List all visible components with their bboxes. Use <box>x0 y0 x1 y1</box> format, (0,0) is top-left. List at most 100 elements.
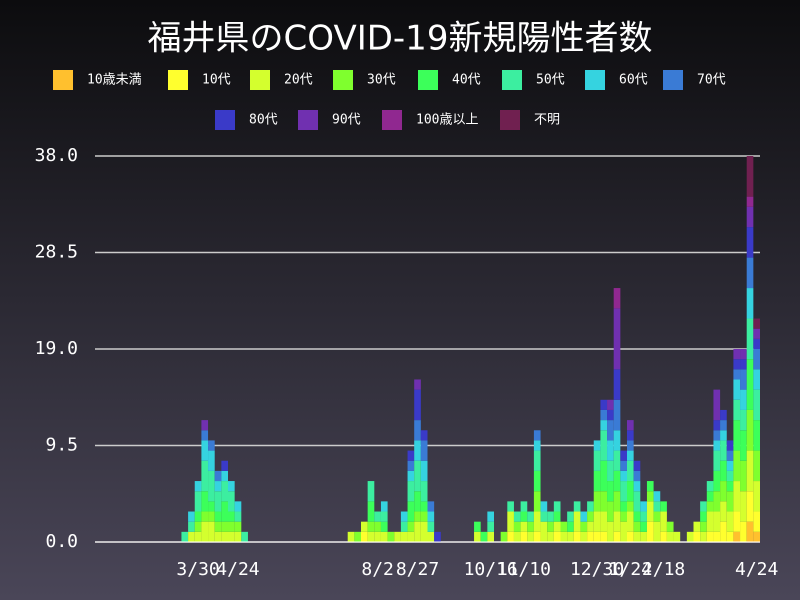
bar-segment <box>746 450 754 492</box>
bar-segment <box>726 481 734 492</box>
bar-segment <box>181 531 189 542</box>
bar-segment <box>613 511 621 532</box>
bar-segment <box>427 531 435 542</box>
bar-segment <box>374 531 381 542</box>
bar-segment <box>553 501 561 512</box>
bar-segment <box>607 501 614 522</box>
bar-segment <box>746 521 754 542</box>
bar-segment <box>587 531 594 542</box>
bar-segment <box>746 196 754 207</box>
bar-segment <box>613 308 621 370</box>
legend-swatch <box>663 70 683 90</box>
bar-segment <box>593 450 601 471</box>
bar-segment <box>627 420 634 431</box>
bar-segment <box>567 521 574 532</box>
bar-segment <box>201 521 209 542</box>
bar-segment <box>740 521 747 542</box>
bar-segment <box>613 531 621 542</box>
bar-segment <box>420 481 428 502</box>
bar-segment <box>653 521 661 542</box>
bar-segment <box>560 531 568 542</box>
bar-segment <box>607 399 614 410</box>
bar-segment <box>600 460 608 492</box>
bar-segment <box>620 501 627 512</box>
bar-segment <box>713 420 721 431</box>
bar-segment <box>427 511 435 522</box>
bar-segment <box>427 501 435 512</box>
bar-segment <box>646 491 654 502</box>
bar-segment <box>627 511 634 532</box>
bar-segment <box>527 531 534 542</box>
bar-segment <box>740 430 747 461</box>
bar-segment <box>221 531 228 542</box>
bar-segment <box>573 531 581 542</box>
bar-segment <box>587 511 594 522</box>
bar-segment <box>733 481 741 512</box>
bar-segment <box>241 531 248 542</box>
bar-segment <box>740 359 747 370</box>
bar-segment <box>633 460 641 471</box>
bar-segment <box>188 531 195 542</box>
bar-segment <box>580 521 588 532</box>
bar-segment <box>620 470 627 482</box>
bar-segment <box>361 531 368 542</box>
bar-segment <box>607 420 614 441</box>
bar-segment <box>487 531 494 542</box>
bar-segment <box>414 379 421 390</box>
bar-segment <box>500 531 508 542</box>
bar-segment <box>520 501 528 512</box>
bar-segment <box>753 450 760 482</box>
bar-segment <box>214 481 222 492</box>
bar-segment <box>520 511 528 522</box>
legend-swatch <box>418 70 438 90</box>
bar-segment <box>720 481 727 502</box>
bar-segment <box>540 511 548 522</box>
bar-segment <box>666 531 674 542</box>
legend-label: 70代 <box>697 73 726 88</box>
bar-segment <box>400 521 408 532</box>
bar-segment <box>201 491 209 512</box>
bar-segment <box>407 450 415 461</box>
bar-segment <box>633 491 641 512</box>
bar-segment <box>620 511 627 522</box>
bar-segment <box>567 511 574 522</box>
bar-segment <box>221 481 228 502</box>
bar-segment <box>394 531 401 542</box>
bar-segment <box>214 531 222 542</box>
legend-swatch <box>168 70 188 90</box>
bar-segment <box>221 470 228 482</box>
bar-segment <box>414 420 421 441</box>
bar-segment <box>733 399 741 421</box>
x-tick-label: 10/16 <box>464 559 518 580</box>
bar-segment <box>607 521 614 542</box>
bar-segment <box>474 521 481 532</box>
y-tick-label: 38.0 <box>35 145 78 166</box>
bar-segment <box>234 531 242 542</box>
bar-segment <box>228 481 235 492</box>
bar-segment <box>567 531 574 542</box>
bar-segment <box>434 531 441 542</box>
bar-segment <box>188 521 195 532</box>
bar-segment <box>706 481 714 492</box>
legend-swatch <box>585 70 605 90</box>
x-tick-label: 8/27 <box>396 559 439 580</box>
bar-segment <box>620 481 627 502</box>
bar-segment <box>414 389 421 421</box>
y-tick-label: 0.0 <box>45 531 78 552</box>
bar-segment <box>487 511 494 522</box>
legend-label: 90代 <box>332 113 361 128</box>
legend-label: 80代 <box>249 113 278 128</box>
bar-segment <box>420 501 428 512</box>
bar-segment <box>533 440 541 451</box>
bar-segment <box>234 501 242 512</box>
bar-segment <box>713 440 721 451</box>
bar-segment <box>533 430 541 441</box>
bar-segment <box>613 288 621 309</box>
legend-label: 60代 <box>619 73 648 88</box>
bar-segment <box>201 440 209 461</box>
bar-segment <box>720 460 727 482</box>
bar-segment <box>726 470 734 482</box>
bar-segment <box>420 430 428 441</box>
